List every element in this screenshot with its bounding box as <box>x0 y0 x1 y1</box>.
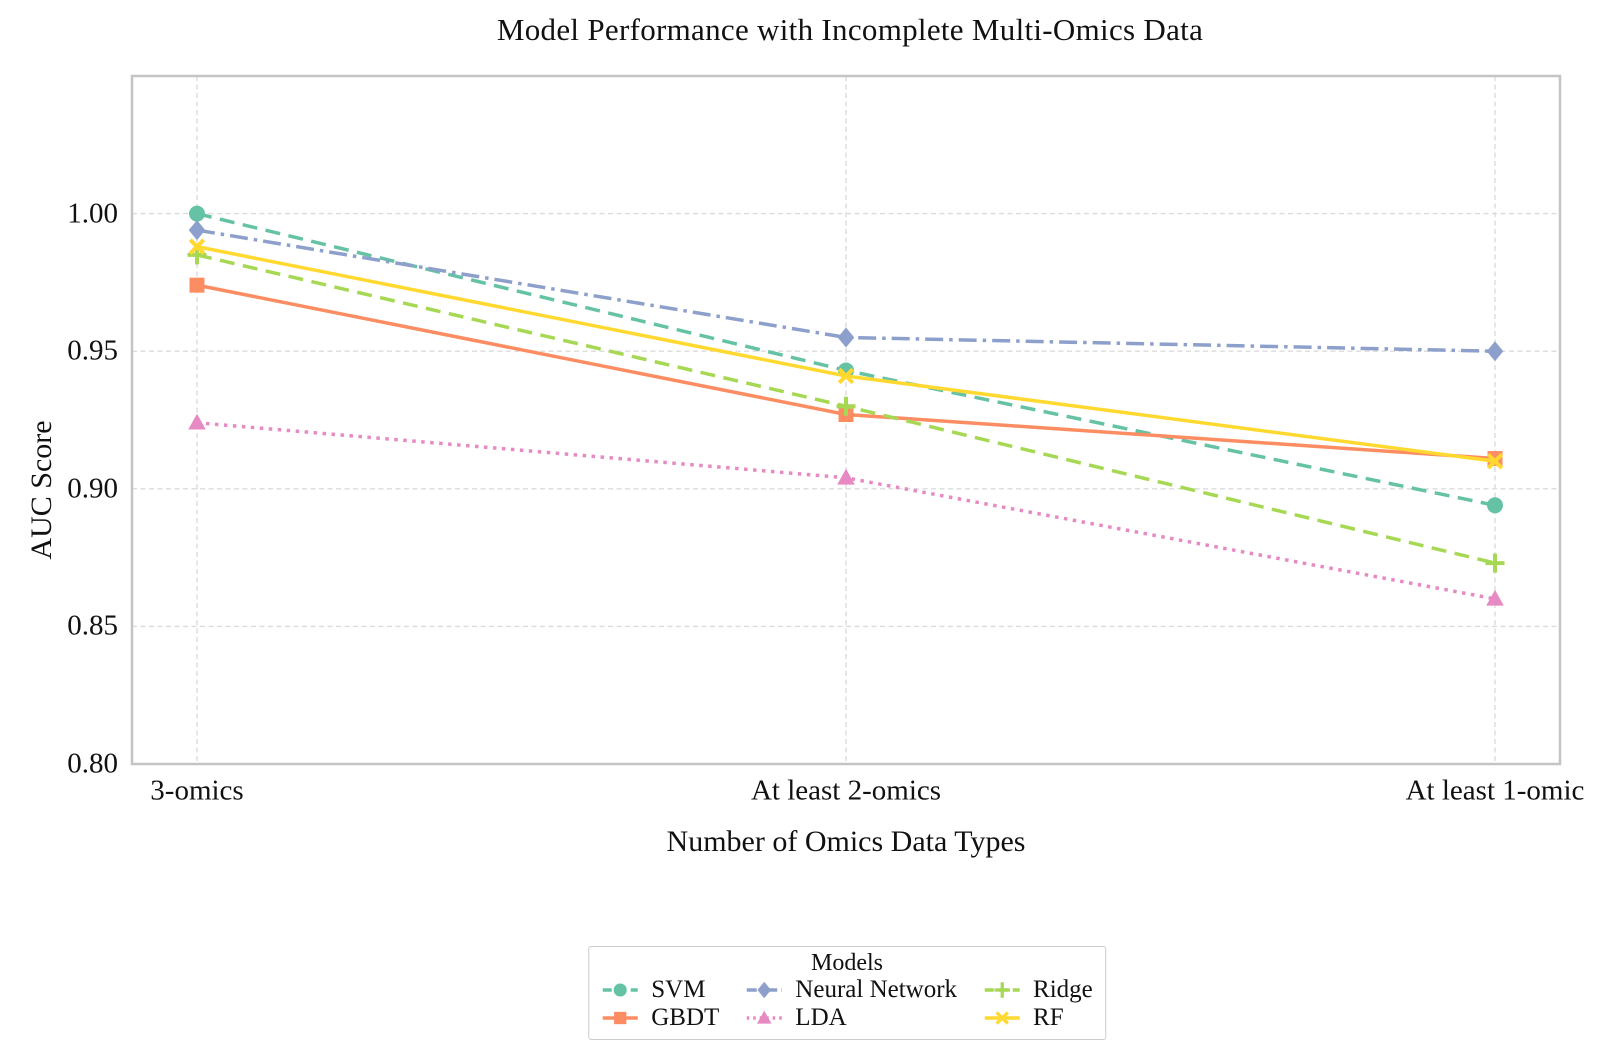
plus-marker <box>1485 553 1505 573</box>
legend-item-gbdt: GBDT <box>601 1004 719 1032</box>
x-marker <box>188 238 206 255</box>
circle-marker <box>1487 497 1503 514</box>
square-marker <box>189 277 205 293</box>
circle-marker <box>189 205 205 222</box>
legend-label-svm: SVM <box>651 976 706 1003</box>
legend-item-lda: LDA <box>745 1004 957 1032</box>
legend-handle-svm-icon <box>601 980 639 1000</box>
legend-handle-ridge-icon <box>983 980 1021 1000</box>
legend-item-rf: RF <box>983 1004 1093 1032</box>
y-tick-0.80: 0.80 <box>67 747 118 780</box>
plus-marker <box>836 396 856 416</box>
legend-handle-rf-icon <box>983 1008 1021 1028</box>
triangle-marker <box>188 413 206 430</box>
y-tick-0.85: 0.85 <box>67 609 118 642</box>
legend-label-lda: LDA <box>795 1004 847 1031</box>
legend-title: Models <box>811 950 883 976</box>
triangle-marker <box>757 1010 772 1024</box>
legend-label-ridge: Ridge <box>1033 976 1093 1003</box>
legend-handle-neural-network-icon <box>745 980 783 1000</box>
x-marker <box>995 1011 1009 1025</box>
legend-grid: SVM Neural Network Ridge GBDT LDA RF <box>601 976 1093 1032</box>
y-tick-0.90: 0.90 <box>67 472 118 505</box>
legend-label-gbdt: GBDT <box>651 1004 720 1031</box>
x-tick-3-omics: 3-omics <box>150 774 244 807</box>
legend-item-neural-network: Neural Network <box>745 976 957 1004</box>
legend-handle-gbdt-icon <box>601 1008 639 1028</box>
legend-item-ridge: Ridge <box>983 976 1093 1004</box>
diamond-marker <box>837 327 855 348</box>
plus-marker <box>994 982 1010 998</box>
x-marker <box>1486 453 1504 470</box>
legend-label-rf: RF <box>1033 1004 1064 1031</box>
y-tick-1.00: 1.00 <box>67 197 118 230</box>
circle-marker <box>613 983 627 997</box>
legend-label-neural-network: Neural Network <box>795 976 958 1003</box>
x-tick-1-omic: At least 1-omic <box>1405 774 1585 807</box>
diamond-marker <box>1486 341 1504 362</box>
triangle-marker <box>1486 589 1504 606</box>
square-marker <box>614 1011 627 1025</box>
chart-title: Model Performance with Incomplete Multi-… <box>496 12 1204 47</box>
diamond-marker <box>757 981 772 999</box>
x-marker <box>837 367 855 385</box>
x-tick-2-omics: At least 2-omics <box>750 774 942 807</box>
y-tick-0.95: 0.95 <box>67 334 118 367</box>
diamond-marker <box>188 220 206 241</box>
x-axis-label: Number of Omics Data Types <box>666 825 1026 858</box>
plot-frame <box>130 74 1562 766</box>
legend-handle-lda-icon <box>745 1008 783 1028</box>
legend: Models SVM Neural Network Ridge GBDT LDA <box>588 946 1106 1040</box>
legend-item-svm: SVM <box>601 976 719 1004</box>
triangle-marker <box>837 468 855 485</box>
